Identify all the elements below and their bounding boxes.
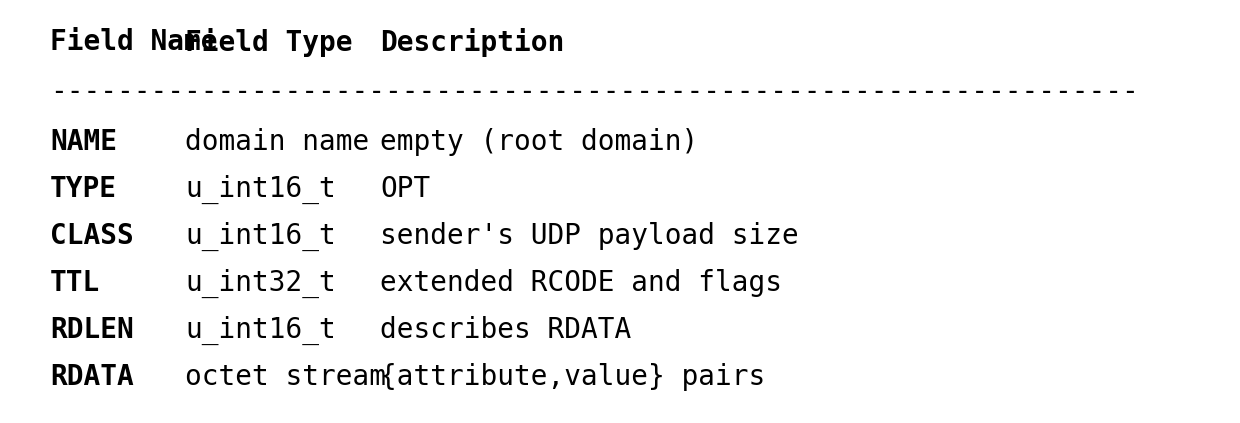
Text: Field Type: Field Type — [185, 28, 352, 57]
Text: OPT: OPT — [379, 175, 430, 203]
Text: -----------------------------------------------------------------: ----------------------------------------… — [50, 78, 1138, 106]
Text: RDATA: RDATA — [50, 363, 134, 391]
Text: NAME: NAME — [50, 128, 117, 156]
Text: Field Name: Field Name — [50, 28, 217, 56]
Text: octet stream: octet stream — [185, 363, 386, 391]
Text: CLASS: CLASS — [50, 222, 134, 250]
Text: u_int16_t: u_int16_t — [185, 222, 336, 251]
Text: empty (root domain): empty (root domain) — [379, 128, 698, 156]
Text: u_int32_t: u_int32_t — [185, 269, 336, 298]
Text: u_int16_t: u_int16_t — [185, 316, 336, 345]
Text: domain name: domain name — [185, 128, 370, 156]
Text: extended RCODE and flags: extended RCODE and flags — [379, 269, 782, 297]
Text: describes RDATA: describes RDATA — [379, 316, 631, 344]
Text: TTL: TTL — [50, 269, 100, 297]
Text: u_int16_t: u_int16_t — [185, 175, 336, 204]
Text: sender's UDP payload size: sender's UDP payload size — [379, 222, 799, 250]
Text: TYPE: TYPE — [50, 175, 117, 203]
Text: RDLEN: RDLEN — [50, 316, 134, 344]
Text: {attribute,value} pairs: {attribute,value} pairs — [379, 363, 765, 391]
Text: Description: Description — [379, 28, 564, 57]
